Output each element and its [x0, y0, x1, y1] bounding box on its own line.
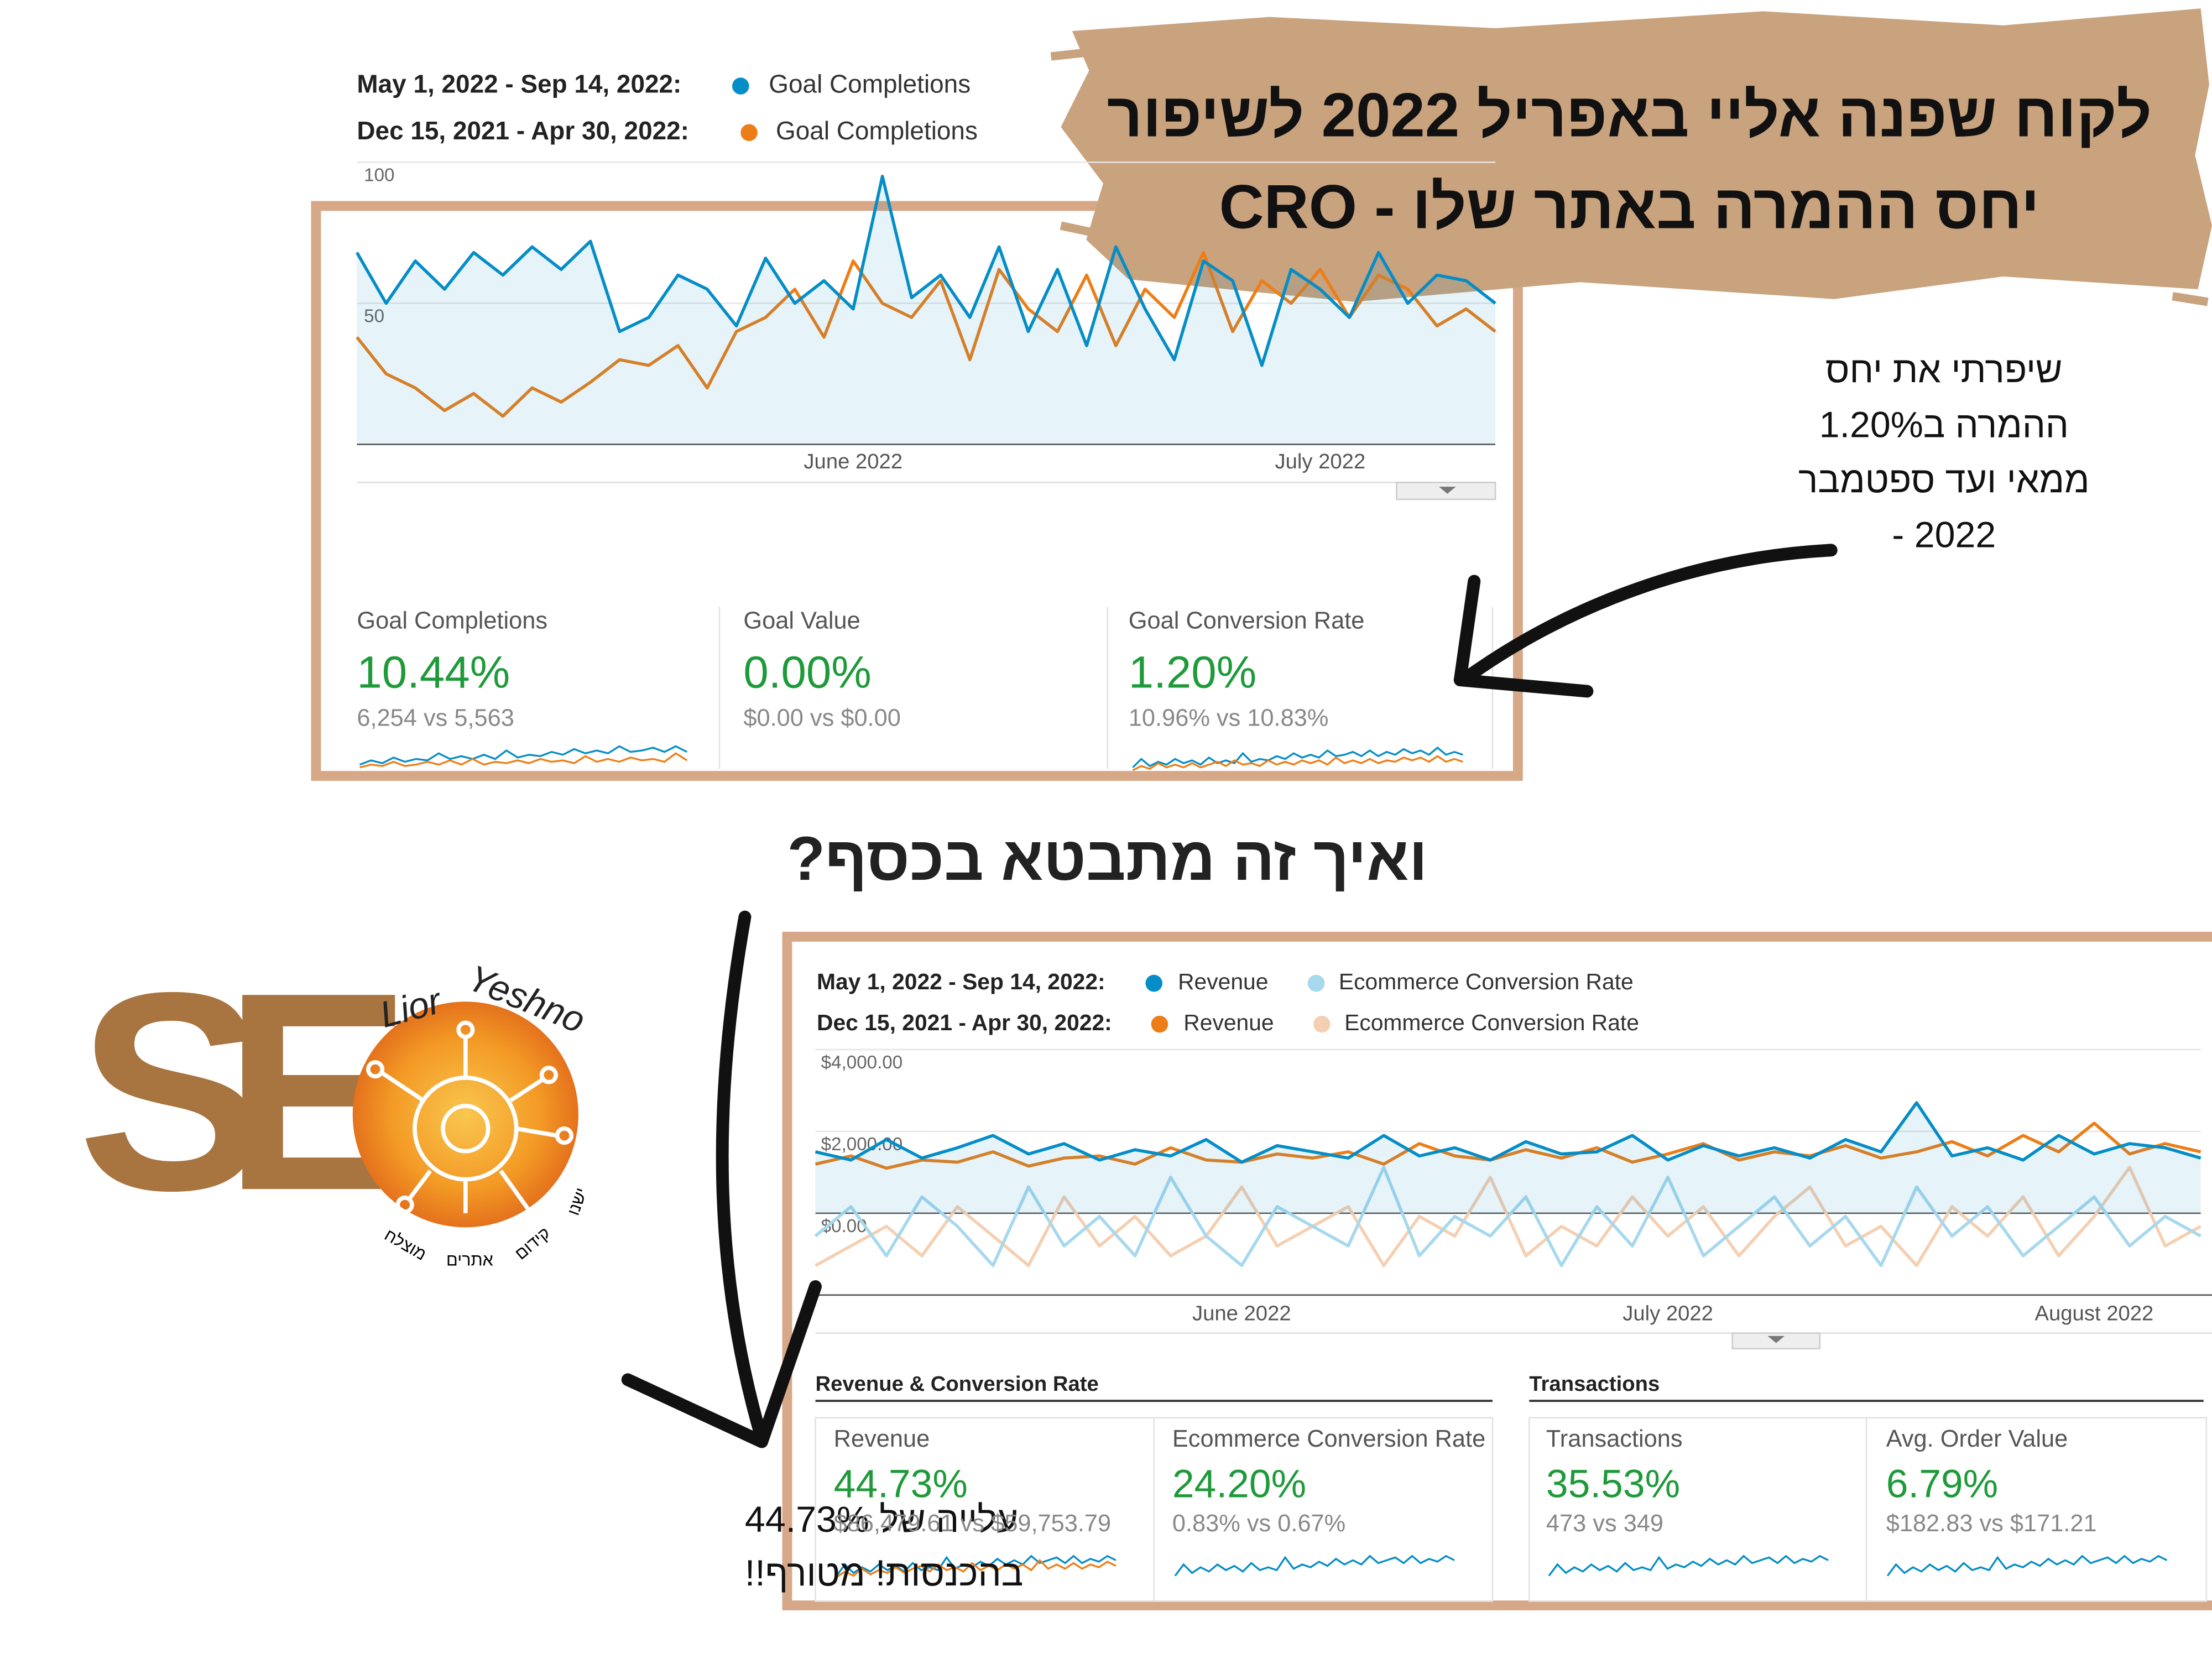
legend-label: Ecommerce Conversion Rate: [1344, 1010, 1639, 1035]
line: [355, 175, 1496, 367]
metric-name: Revenue: [834, 1426, 930, 1452]
line: [814, 1166, 2201, 1267]
frame: [782, 931, 2212, 1610]
sparkline: [1132, 755, 1463, 771]
metric-change: 24.20%: [1172, 1462, 1306, 1506]
legend-marker: [732, 77, 749, 95]
x-tick-label: June 2022: [1192, 1302, 1291, 1326]
note: עלייה של 44.73%: [745, 1499, 1018, 1540]
legend-period: Dec 15, 2021 - Apr 30, 2022:: [357, 116, 689, 145]
metric-compare: $86,479.61 vs $59,753.79: [834, 1510, 1111, 1537]
note: ממאי ועד ספטמבר: [1798, 460, 2090, 500]
section-title: Transactions: [1529, 1372, 1660, 1396]
y-tick-label: 100: [364, 165, 394, 186]
sparkline: [836, 1554, 1117, 1577]
metric-change: 44.73%: [834, 1462, 968, 1506]
metric-change: 1.20%: [1129, 648, 1256, 698]
y-tick-label: 50: [364, 306, 384, 327]
arrow: [716, 910, 769, 1446]
area: [815, 1103, 2201, 1213]
headline: יחס ההמרה באתר שלו - CRO: [1219, 171, 2040, 241]
arrow-head: [621, 1280, 822, 1448]
note: שיפרתי את יחס: [1825, 349, 2063, 390]
note: ההמרה ב1.20%: [1819, 404, 2069, 445]
metric-name: Avg. Order Value: [1886, 1426, 2068, 1452]
metric-change: 35.53%: [1546, 1462, 1680, 1506]
metric-compare: 10.96% vs 10.83%: [1129, 705, 1329, 731]
x-tick-label: June 2022: [804, 450, 902, 473]
x-tick-label: July 2022: [1275, 450, 1365, 473]
note: בהכנסות! מטורף!!: [745, 1553, 1023, 1594]
metric-name: Goal Conversion Rate: [1129, 607, 1365, 634]
frame: [311, 201, 1523, 781]
logo: SE Lior Yeshno ישנו קידום אתרים מוצלח: [77, 934, 591, 1270]
headline: לקוח שפנה אליי באפריל 2022 לשיפור: [1107, 80, 2152, 149]
metric-compare: 6,254 vs 5,563: [357, 705, 514, 731]
legend-period: Dec 15, 2021 - Apr 30, 2022:: [817, 1010, 1112, 1035]
logo-tagline: ישנו: [564, 1185, 591, 1218]
x-tick-label: July 2022: [1623, 1302, 1713, 1326]
logo-circle: [352, 1001, 578, 1228]
metric-compare: $0.00 vs $0.00: [743, 705, 900, 731]
sparklines: [359, 745, 2168, 1578]
question: ואיך זה מתבטא בכסף?: [787, 823, 1428, 893]
metric-name: Goal Value: [743, 607, 860, 634]
legend-marker: [1145, 974, 1163, 992]
brush-stroke: [1050, 44, 2209, 306]
legend-marker: [1307, 974, 1325, 992]
metric-change: 10.44%: [357, 648, 510, 698]
section-title: Revenue & Conversion Rate: [815, 1372, 1098, 1396]
arrow: [1460, 544, 1838, 684]
logo-tagline: אתרים: [446, 1251, 493, 1270]
legend-label: Revenue: [1178, 969, 1268, 994]
sparkline: [359, 752, 688, 769]
metric-name: Transactions: [1546, 1426, 1683, 1452]
metric-compare: 0.83% vs 0.67%: [1172, 1510, 1345, 1537]
metric-compare: 473 vs 349: [1546, 1510, 1663, 1537]
legend-label: Revenue: [1183, 1010, 1274, 1035]
metric-name: Goal Completions: [357, 607, 547, 634]
legend-label: Ecommerce Conversion Rate: [1339, 969, 1634, 994]
legend-marker: [740, 124, 758, 142]
legend-label: Goal Completions: [776, 116, 978, 145]
screenshot-bg: [790, 935, 2212, 1606]
metric-change: 6.79%: [1886, 1462, 1998, 1506]
legend-marker: [1151, 1015, 1168, 1033]
arrow-head: [1453, 575, 1594, 698]
sparkline: [836, 1558, 1117, 1578]
line: [356, 251, 1496, 418]
logo-tagline: קידום: [512, 1223, 554, 1263]
y-tick-label: $4,000.00: [821, 1052, 903, 1073]
metric-compare: $182.83 vs $171.21: [1886, 1510, 2097, 1537]
brush-banner: [1061, 8, 2212, 302]
dropdown-icon: [1439, 487, 1456, 494]
card-box: [1528, 1417, 2208, 1602]
area: [357, 176, 1496, 445]
legend-period: May 1, 2022 - Sep 14, 2022:: [357, 70, 681, 98]
x-tick-label: August 2022: [2034, 1302, 2153, 1326]
logo-tagline: מוצלח: [381, 1225, 430, 1264]
metric-name: Ecommerce Conversion Rate: [1172, 1426, 1485, 1452]
legend-period: May 1, 2022 - Sep 14, 2022:: [817, 969, 1105, 994]
logo-circuit: [366, 1020, 573, 1225]
sparkline: [1132, 746, 1463, 768]
line: [815, 1121, 2201, 1170]
dropdown-icon: [1767, 1335, 1785, 1343]
legend-label: Goal Completions: [769, 70, 971, 98]
y-tick-label: $2,000.00: [821, 1134, 903, 1155]
sparkline: [359, 745, 688, 766]
legend-marker: [1313, 1015, 1331, 1033]
line: [815, 1101, 2201, 1164]
metric-change: 0.00%: [743, 648, 871, 698]
note: 2022 -: [1892, 514, 1996, 555]
